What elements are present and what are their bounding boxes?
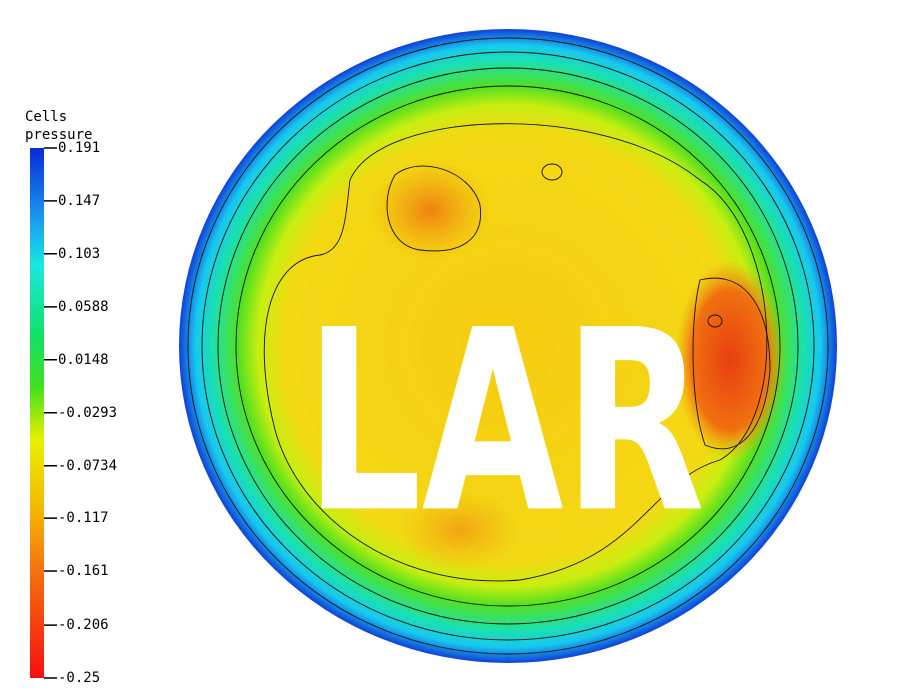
- tick-label: -0.0293: [58, 405, 117, 421]
- tick-label: 0.147: [58, 193, 100, 209]
- tick-label: 0.191: [58, 140, 100, 156]
- colorbar: Cells pressure 0.191 0.147 0.103 0.0588 0.01…: [25, 109, 117, 686]
- pressure-field: [179, 29, 837, 663]
- colorbar-title: Cells: [25, 109, 67, 125]
- tick-label: -0.117: [58, 510, 109, 526]
- tick-label: -0.206: [58, 617, 109, 633]
- tick-label: -0.0734: [58, 458, 117, 474]
- tick-label: 0.103: [58, 246, 100, 262]
- colorbar-title: pressure: [25, 127, 92, 143]
- tick-label: 0.0588: [58, 299, 109, 315]
- tick-label: 0.0148: [58, 352, 109, 368]
- colorbar-scale: [30, 148, 44, 678]
- tick-label: -0.161: [58, 563, 109, 579]
- overlay-text: LAR: [305, 276, 705, 567]
- tick-label: -0.25: [58, 670, 100, 686]
